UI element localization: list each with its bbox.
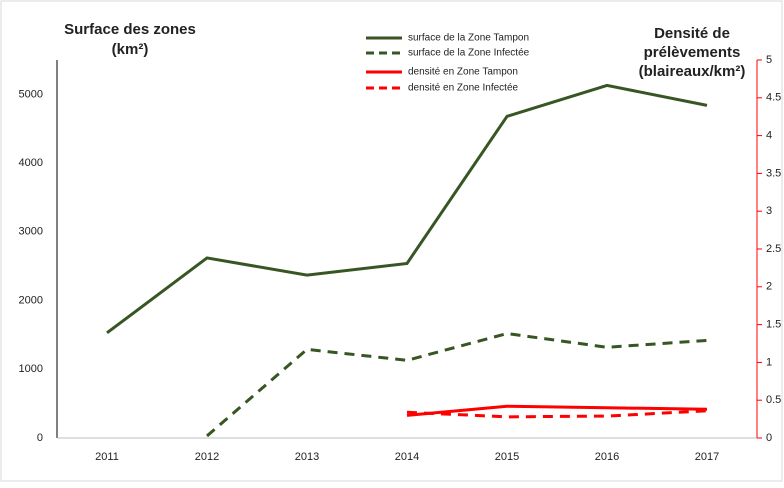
y-tick-label: 2000 xyxy=(19,294,43,306)
y2-tick-label: 1 xyxy=(766,356,772,368)
x-tick-label: 2011 xyxy=(95,451,119,463)
y2-tick-label: 4 xyxy=(766,130,772,142)
x-tick-label: 2014 xyxy=(395,451,419,463)
y2-tick-label: 2 xyxy=(766,281,772,293)
x-tick-label: 2016 xyxy=(595,451,619,463)
y-axis-title: Surface des zones xyxy=(64,21,196,38)
y2-tick-label: 2.5 xyxy=(766,243,781,255)
y-tick-label: 0 xyxy=(37,432,43,444)
y2-tick-label: 4.5 xyxy=(766,92,781,104)
y2-tick-label: 0 xyxy=(766,432,772,444)
y2-axis-title: prélèvements xyxy=(644,44,741,61)
y2-axis-title: Densité de xyxy=(654,25,730,42)
y2-axis-title: (blaireaux/km²) xyxy=(639,63,746,80)
x-tick-label: 2015 xyxy=(495,451,519,463)
legend-label: surface de la Zone Infectée xyxy=(408,48,530,59)
y-tick-label: 4000 xyxy=(19,157,43,169)
series-line xyxy=(206,332,708,438)
x-tick-label: 2013 xyxy=(295,451,319,463)
legend-label: densité en Zone Tampon xyxy=(408,67,518,78)
y-tick-label: 3000 xyxy=(19,226,43,238)
y2-tick-label: 1.5 xyxy=(766,319,781,331)
y2-tick-label: 0.5 xyxy=(766,394,781,406)
y2-tick-label: 3 xyxy=(766,205,772,217)
y-tick-label: 1000 xyxy=(19,363,43,375)
y2-tick-label: 5 xyxy=(766,54,772,66)
y-tick-label: 5000 xyxy=(19,88,43,100)
y2-tick-label: 3.5 xyxy=(766,167,781,179)
y-axis-title: (km²) xyxy=(112,41,149,58)
x-tick-label: 2017 xyxy=(695,451,719,463)
legend-label: densité en Zone Infectée xyxy=(408,83,519,94)
series-line xyxy=(106,83,708,335)
series-line xyxy=(406,404,708,417)
x-tick-label: 2012 xyxy=(195,451,219,463)
legend-label: surface de la Zone Tampon xyxy=(408,33,529,44)
